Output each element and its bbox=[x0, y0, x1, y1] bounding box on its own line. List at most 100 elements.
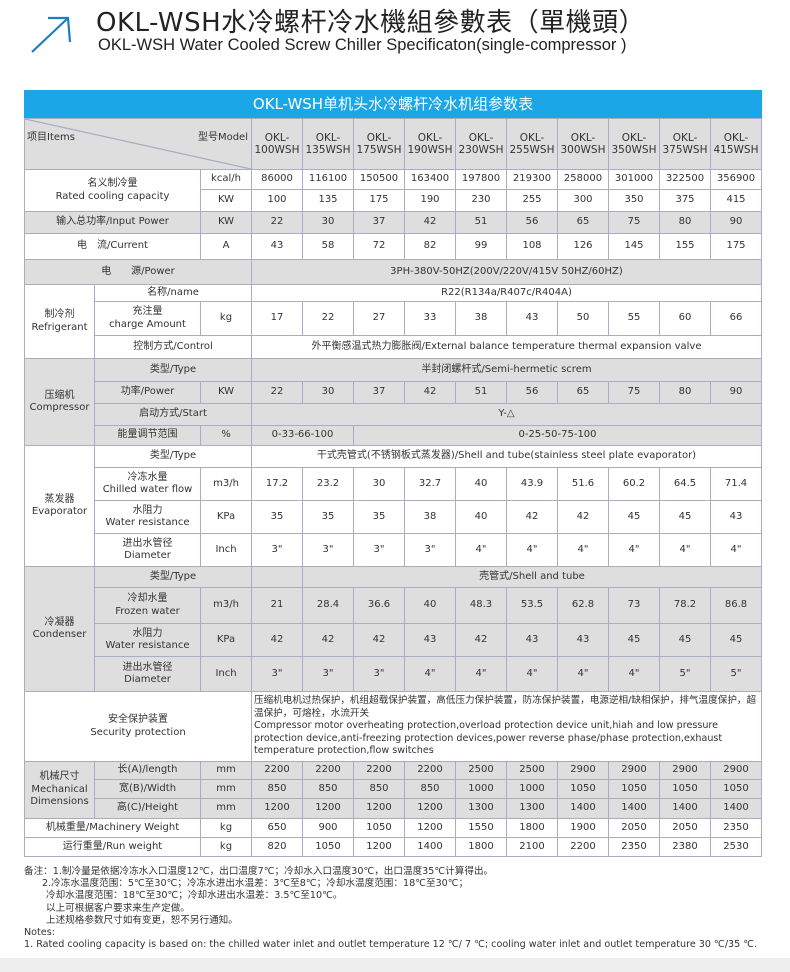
table-cell: 4" bbox=[455, 656, 507, 692]
table-cell: 55 bbox=[608, 301, 660, 336]
table-cell: 充注量 charge Amount bbox=[94, 301, 201, 336]
table-cell: 水阻力 Water resistance bbox=[94, 500, 201, 534]
table-row: 蒸发器 Evaporator 类型/Type 干式壳管式(不锈钢板式蒸发器)/She… bbox=[24, 445, 762, 567]
table-cell: 53.5 bbox=[506, 587, 558, 624]
arrow-up-right-icon bbox=[31, 16, 72, 53]
table-cell: 65 bbox=[557, 381, 609, 404]
table-cell: 150500 bbox=[353, 169, 405, 190]
table-cell: 126 bbox=[557, 233, 609, 260]
table-cell: 22 bbox=[251, 211, 303, 234]
table-cell: 45 bbox=[608, 500, 660, 534]
table-cell: 58 bbox=[302, 233, 354, 260]
table-cell: 37 bbox=[353, 211, 405, 234]
table-cell: 高(C)/Height bbox=[94, 798, 201, 819]
table-row: 电 源/Power 3PH-380V-50HZ(200V/220V/415V 50… bbox=[24, 259, 762, 285]
table-cell: 安全保护装置 Security protection bbox=[24, 691, 252, 762]
table-row: 宽(B)/Width mm 850 850 850 850 1000 1000 1050 1050… bbox=[25, 779, 762, 799]
table-cell: 42 bbox=[302, 623, 354, 657]
table-cell: KW bbox=[200, 211, 252, 234]
table-cell: 40 bbox=[455, 467, 507, 501]
table-cell: 51 bbox=[455, 381, 507, 404]
table-cell: 4" bbox=[557, 656, 609, 692]
table-cell: 1050 bbox=[710, 779, 762, 799]
table-cell: 45 bbox=[608, 623, 660, 657]
table-row: 冷冻水量 Chilled water flow m3/h 17.2 23.2 30 32.… bbox=[25, 467, 762, 501]
table-cell: 机械重量/Machinery Weight bbox=[24, 818, 201, 838]
table-cell: 3" bbox=[404, 533, 456, 567]
model-label: 型号Model bbox=[197, 132, 248, 143]
table-cell: 42 bbox=[353, 623, 405, 657]
table-cell: 90 bbox=[710, 381, 762, 404]
table-cell: 2200 bbox=[404, 761, 456, 780]
note-line: 冷却水温度范围：18℃至30℃；冷却水进出水温差：3.5℃至10℃。 bbox=[46, 890, 343, 902]
table-cell: 1200 bbox=[353, 798, 405, 819]
model-header: OKL- 300WSH bbox=[557, 118, 609, 170]
table-cell: 116100 bbox=[302, 169, 354, 190]
table-row: 运行重量/Run weight kg 820 1050 1200 1400 1800 2100… bbox=[24, 837, 762, 857]
table-cell: 99 bbox=[455, 233, 507, 260]
table-cell: 850 bbox=[302, 779, 354, 799]
table-cell: 65 bbox=[557, 211, 609, 234]
table-cell: 启动方式/Start bbox=[94, 403, 252, 426]
table-cell: 1300 bbox=[506, 798, 558, 819]
table-cell: 71.4 bbox=[710, 467, 762, 501]
table-cell: 258000 bbox=[557, 169, 609, 190]
table-cell: 1000 bbox=[455, 779, 507, 799]
table-cell: 45 bbox=[710, 623, 762, 657]
table-cell: 4" bbox=[506, 533, 558, 567]
table-cell: 135 bbox=[302, 189, 354, 212]
table-row: 名义制冷量 Rated cooling capacity kcal/h 86000 1… bbox=[24, 169, 762, 212]
table-cell: 17.2 bbox=[251, 467, 303, 501]
table-cell: 1050 bbox=[557, 779, 609, 799]
footer-bar bbox=[0, 958, 790, 972]
table-cell: 190 bbox=[404, 189, 456, 212]
table-cell: 145 bbox=[608, 233, 660, 260]
model-header: OKL- 255WSH bbox=[506, 118, 558, 170]
spec-table: 项目Items 型号Model OKL- 100WSH OKL- 135WSH OK… bbox=[24, 118, 762, 857]
table-cell: 能量调节范围 bbox=[94, 425, 201, 446]
table-cell: 3" bbox=[353, 656, 405, 692]
table-cell: Inch bbox=[200, 656, 252, 692]
table-cell: kg bbox=[200, 837, 252, 857]
table-cell: 28.4 bbox=[302, 587, 354, 624]
table-row: 高(C)/Height mm 1200 1200 1200 1200 1300 1300 140… bbox=[25, 798, 762, 819]
table-cell: 长(A)/length bbox=[94, 761, 201, 780]
table-cell: 半封闭螺杆式/Semi-hermetic screm bbox=[251, 358, 762, 382]
table-cell: 175 bbox=[710, 233, 762, 260]
table-cell: 43.9 bbox=[506, 467, 558, 501]
table-cell: 进出水管径 Diameter bbox=[94, 656, 201, 692]
table-row: 启动方式/Start Y-△ bbox=[25, 403, 762, 426]
table-cell: 73 bbox=[608, 587, 660, 624]
table-cell: 2200 bbox=[302, 761, 354, 780]
table-cell: 75 bbox=[608, 381, 660, 404]
table-cell: 4" bbox=[557, 533, 609, 567]
table-cell: 72 bbox=[353, 233, 405, 260]
table-cell: 30 bbox=[302, 381, 354, 404]
table-cell: 3PH-380V-50HZ(200V/220V/415V 50HZ/60HZ) bbox=[251, 259, 762, 285]
table-cell: 175 bbox=[353, 189, 405, 212]
table-cell: 干式壳管式(不锈钢板式蒸发器)/Shell and tube(stainless… bbox=[251, 445, 762, 468]
table-cell: 219300 bbox=[506, 169, 558, 190]
note-line: 1. Rated cooling capacity is based on: t… bbox=[24, 939, 758, 951]
table-cell: 1900 bbox=[557, 818, 609, 838]
table-cell: 33 bbox=[404, 301, 456, 336]
table-row: 冷却水量 Frozen water m3/h 21 28.4 36.6 40 48.3 53.… bbox=[25, 587, 762, 624]
table-cell: mm bbox=[200, 761, 252, 780]
table-cell: % bbox=[200, 425, 252, 446]
table-cell: 2500 bbox=[455, 761, 507, 780]
table-row: 冷凝器 Condenser 类型/Type 壳管式/Shell and tube bbox=[24, 566, 762, 692]
table-cell: 2530 bbox=[710, 837, 762, 857]
table-cell: 控制方式/Control bbox=[94, 335, 252, 359]
table-row: 安全保护装置 Security protection 压缩机电机过热保护，机组超载… bbox=[24, 691, 762, 762]
items-model-header: 项目Items 型号Model bbox=[24, 118, 252, 170]
table-row: 进出水管径 Diameter Inch 3" 3" 3" 4" 4" 4" 4" 4" 5" 5" bbox=[25, 656, 762, 692]
table-cell: 21 bbox=[251, 587, 303, 624]
table-cell: 4" bbox=[608, 533, 660, 567]
table-cell: 0-25-50-75-100 bbox=[353, 425, 762, 446]
table-cell: 3" bbox=[251, 533, 303, 567]
page-title: OKL-WSH水冷螺杆冷水機組參數表（單機頭） bbox=[96, 8, 646, 38]
table-cell: 1400 bbox=[404, 837, 456, 857]
table-cell: 163400 bbox=[404, 169, 456, 190]
table-cell: R22(R134a/R407c/R404A) bbox=[251, 284, 762, 302]
table-cell: 1400 bbox=[659, 798, 711, 819]
